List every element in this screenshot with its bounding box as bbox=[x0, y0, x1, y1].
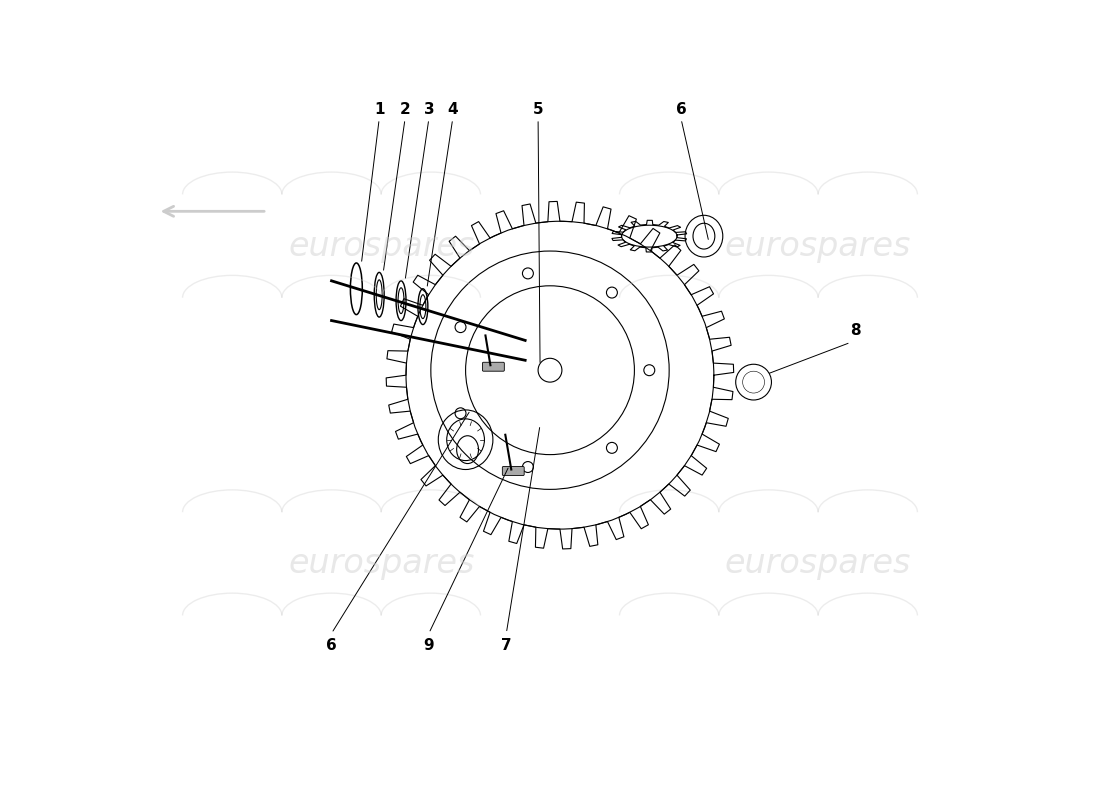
Text: eurospares: eurospares bbox=[288, 547, 474, 580]
Text: 7: 7 bbox=[500, 638, 512, 654]
Text: 1: 1 bbox=[374, 102, 384, 117]
Text: 3: 3 bbox=[424, 102, 434, 117]
Text: 6: 6 bbox=[327, 638, 337, 654]
FancyBboxPatch shape bbox=[483, 362, 504, 371]
Text: 9: 9 bbox=[424, 638, 434, 654]
Text: 5: 5 bbox=[532, 102, 543, 117]
Text: 2: 2 bbox=[399, 102, 410, 117]
Text: eurospares: eurospares bbox=[288, 230, 474, 262]
Text: eurospares: eurospares bbox=[725, 547, 911, 580]
Text: 4: 4 bbox=[448, 102, 458, 117]
FancyBboxPatch shape bbox=[503, 466, 525, 475]
Text: 8: 8 bbox=[850, 323, 861, 338]
Text: eurospares: eurospares bbox=[725, 230, 911, 262]
Text: 6: 6 bbox=[675, 102, 686, 117]
